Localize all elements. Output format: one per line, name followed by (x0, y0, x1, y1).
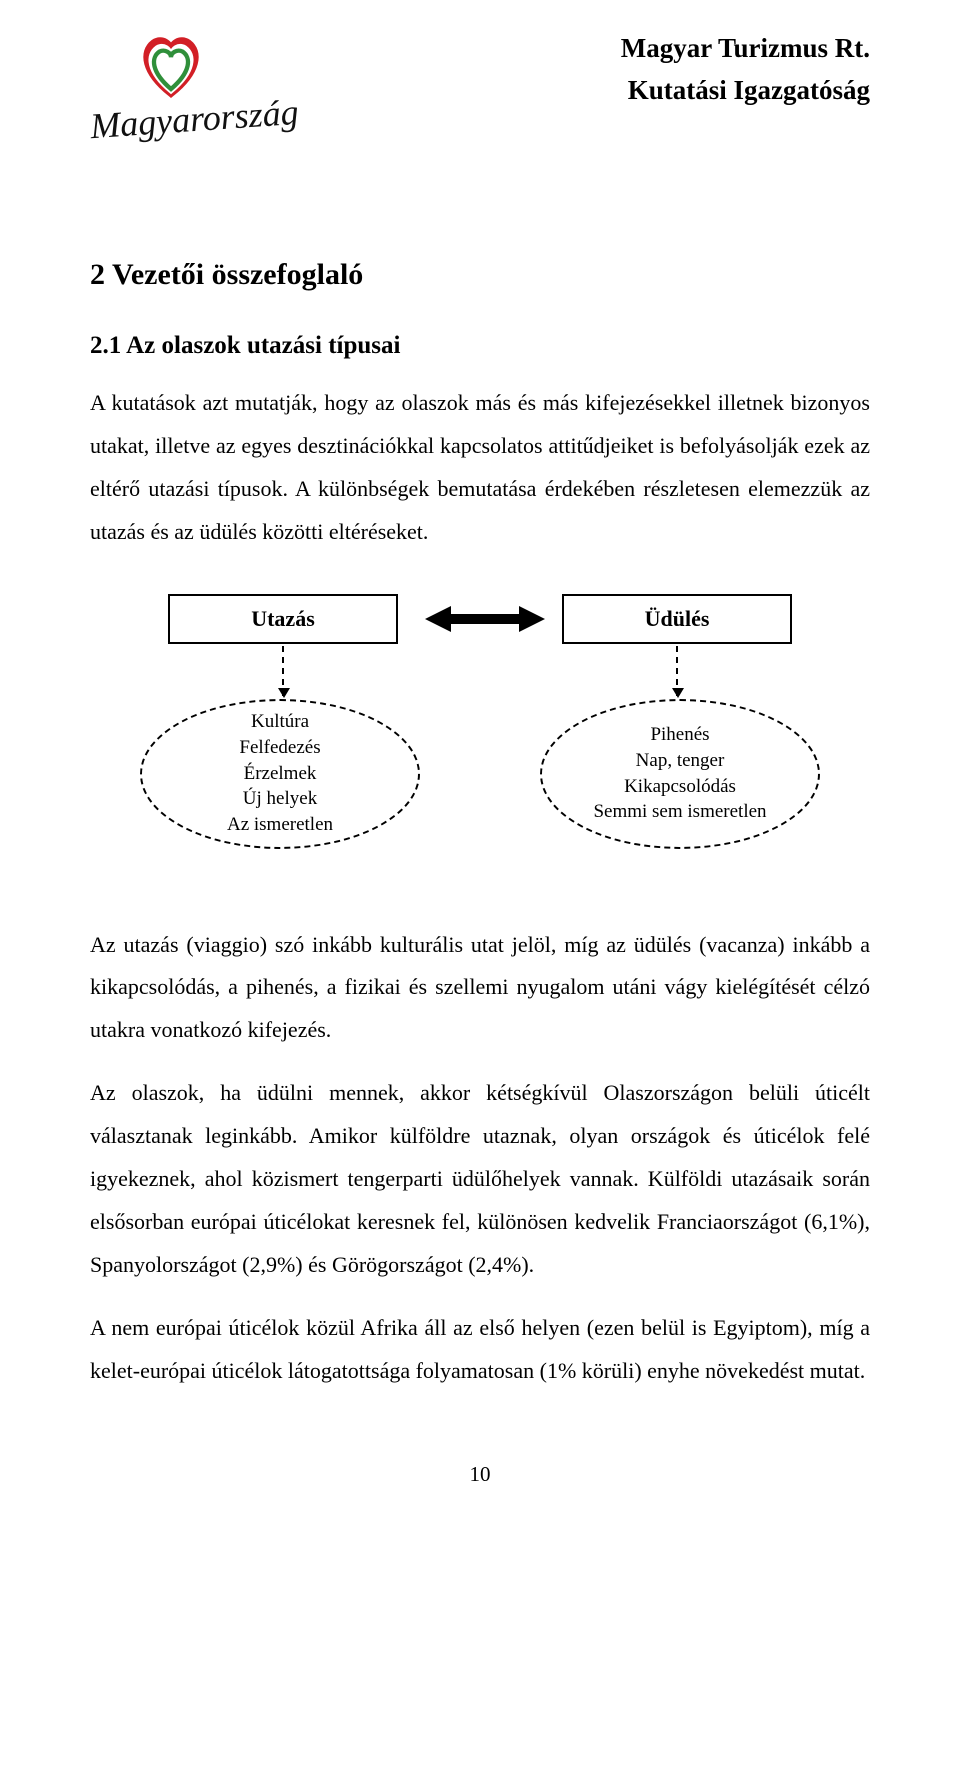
ellipse-line: Semmi sem ismeretlen (593, 799, 766, 825)
page-header: Magyarország Magyar Turizmus Rt. Kutatás… (90, 28, 870, 148)
page-number: 10 (90, 1462, 870, 1487)
ellipse-line: Az ismeretlen (227, 812, 333, 838)
down-arrow-right-icon (676, 646, 678, 696)
ellipse-line: Felfedezés (239, 735, 320, 761)
ellipse-line: Nap, tenger (636, 748, 725, 774)
ellipse-line: Kikapcsolódás (624, 774, 736, 800)
ellipse-line: Új helyek (243, 786, 317, 812)
logo: Magyarország (90, 28, 320, 148)
logo-wordmark: Magyarország (89, 91, 300, 147)
intro-paragraph: A kutatások azt mutatják, hogy az olaszo… (90, 382, 870, 554)
ellipse-line: Pihenés (650, 722, 709, 748)
org-name-line1: Magyar Turizmus Rt. (621, 28, 870, 70)
down-arrow-left-icon (282, 646, 284, 696)
diagram-box-udules: Üdülés (562, 594, 792, 644)
body-paragraph-3: A nem európai úticélok közül Afrika áll … (90, 1307, 870, 1393)
body-paragraph-2: Az olaszok, ha üdülni mennek, akkor kéts… (90, 1072, 870, 1286)
org-name-line2: Kutatási Igazgatóság (621, 70, 870, 112)
bidirectional-arrow-icon (425, 604, 545, 634)
ellipse-line: Érzelmek (244, 761, 317, 787)
subsection-title: 2.1 Az olaszok utazási típusai (90, 332, 870, 360)
header-org: Magyar Turizmus Rt. Kutatási Igazgatóság (621, 28, 870, 112)
diagram-ellipse-utazas: Kultúra Felfedezés Érzelmek Új helyek Az… (140, 699, 420, 849)
travel-vacation-diagram: Utazás Üdülés Kultúra Felfedezés Érzelme… (140, 594, 820, 864)
ellipse-line: Kultúra (251, 709, 309, 735)
section-title: 2 Vezetői összefoglaló (90, 258, 870, 292)
diagram-ellipse-udules: Pihenés Nap, tenger Kikapcsolódás Semmi … (540, 699, 820, 849)
diagram-box-utazas: Utazás (168, 594, 398, 644)
body-paragraph-1: Az utazás (viaggio) szó inkább kulturáli… (90, 924, 870, 1053)
heart-icon (132, 30, 210, 102)
